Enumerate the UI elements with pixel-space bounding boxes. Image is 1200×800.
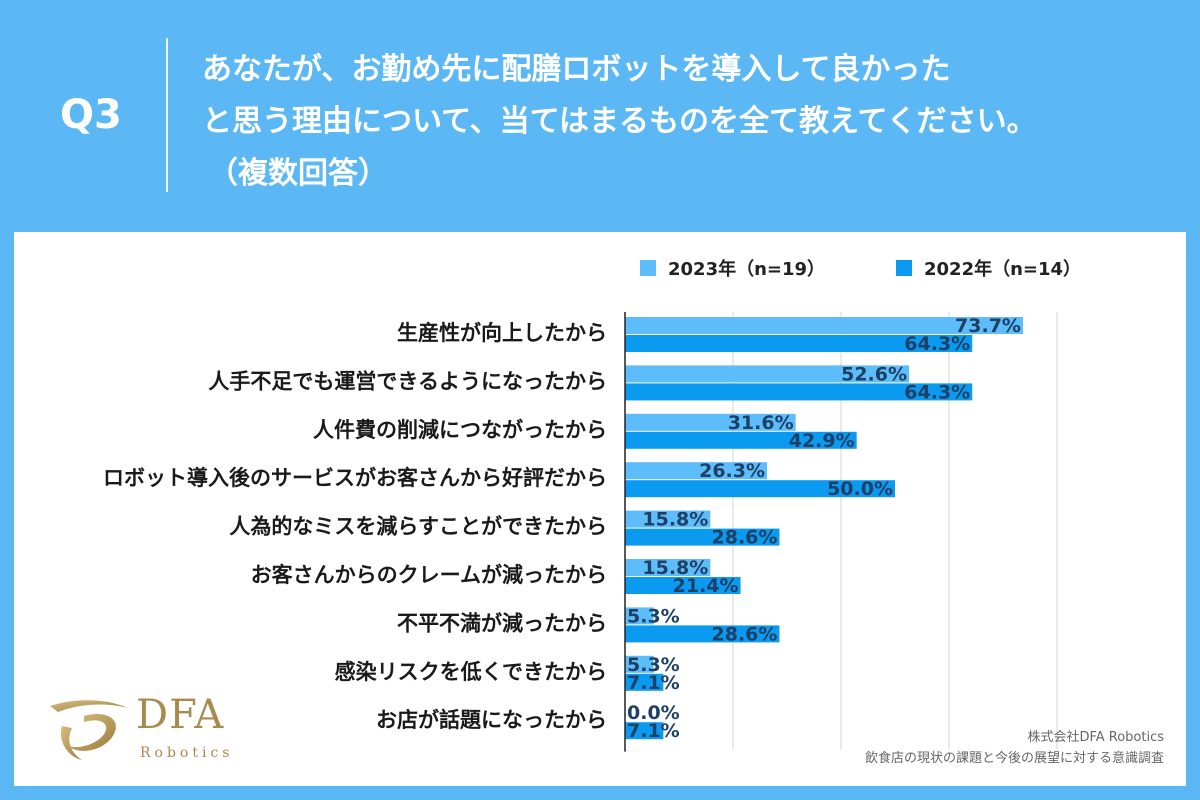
question-line-2: と思う理由について、当てはまるものを全て教えてください。 — [202, 104, 1037, 139]
value-label-2022: 50.0% — [827, 478, 893, 500]
category-label: ロボット導入後のサービスがお客さんから好評だから — [103, 466, 607, 490]
value-label-2023: 26.3% — [699, 460, 765, 482]
bar-2023 — [625, 510, 711, 528]
bar-2023 — [625, 413, 796, 431]
bar-2022 — [625, 480, 895, 498]
value-label-2022: 64.3% — [904, 333, 970, 355]
value-label-2023: 5.3% — [627, 605, 680, 627]
bar-2022 — [625, 722, 664, 740]
bar-2022 — [625, 673, 664, 691]
value-label-2023: 73.7% — [955, 315, 1021, 337]
bar-2022 — [625, 335, 973, 352]
header-divider — [166, 38, 168, 192]
footer-company: 株式会社DFA Robotics — [1027, 730, 1164, 745]
value-label-2022: 64.3% — [904, 381, 970, 403]
bar-2023 — [625, 559, 711, 576]
dfa-logo: DFA Robotics — [44, 690, 264, 770]
bar-2023 — [625, 365, 910, 383]
category-label: お客さんからのクレームが減ったから — [251, 563, 607, 587]
bar-2023 — [625, 655, 654, 673]
legend-label-2022: 2022年（n=14） — [924, 259, 1082, 280]
legend-item-2023: 2023年（n=19） — [640, 257, 826, 280]
category-label: 不平不満が減ったから — [397, 611, 607, 635]
dfa-emblem-icon — [50, 700, 128, 760]
value-label-2022: 28.6% — [712, 623, 778, 645]
logo-subtext: Robotics — [140, 745, 234, 761]
category-label: 人件費の削減につながったから — [313, 418, 607, 442]
value-label-2023: 0.0% — [627, 702, 680, 724]
bar-2022 — [625, 528, 780, 546]
value-label-2022: 7.1% — [627, 720, 680, 742]
value-label-2023: 5.3% — [627, 654, 680, 676]
legend-item-2022: 2022年（n=14） — [896, 257, 1082, 280]
bar-chart: 生産性が向上したから 73.7%64.3%人手不足でも運営できるようになったから 5… — [103, 312, 1058, 752]
bar-2023 — [625, 317, 1023, 334]
logo-text: DFA — [136, 692, 225, 738]
bar-2023 — [625, 462, 768, 480]
bar-2023 — [625, 607, 654, 625]
header: Q3 あなたが、お勤め先に配膳ロボットを導入して良かった と思う理由について、当… — [0, 0, 1200, 230]
legend-label-2023: 2023年（n=19） — [668, 259, 826, 280]
category-label: 感染リスクを低くできたから — [335, 660, 607, 684]
value-label-2023: 15.8% — [642, 557, 708, 579]
value-label-2022: 7.1% — [627, 672, 680, 694]
bar-2022 — [625, 625, 780, 643]
footer-survey: 飲食店の現状の課題と今後の展望に対する意識調査 — [864, 751, 1164, 766]
value-label-2023: 52.6% — [841, 363, 907, 385]
question-line-3: （複数回答） — [208, 156, 388, 191]
bar-2022 — [625, 577, 741, 594]
legend-swatch-2023 — [640, 260, 656, 276]
category-label: お店が話題になったから — [376, 708, 607, 732]
question-number: Q3 — [60, 92, 122, 138]
chart-panel: 2023年（n=19） 2022年（n=14） 生産性が向上したから 73.7% 6… — [14, 232, 1186, 786]
category-label: 生産性が向上したから — [397, 321, 607, 345]
value-label-2022: 21.4% — [673, 575, 739, 597]
value-label-2022: 42.9% — [789, 430, 855, 452]
bar-2022 — [625, 431, 857, 449]
value-label-2023: 31.6% — [728, 412, 794, 434]
category-label: 人手不足でも運営できるようになったから — [208, 369, 607, 393]
bar-2022 — [625, 383, 973, 401]
category-label: 人為的なミスを減らすことができたから — [229, 515, 607, 539]
legend-swatch-2022 — [896, 260, 912, 276]
value-label-2022: 28.6% — [712, 527, 778, 549]
question-line-1: あなたが、お勤め先に配膳ロボットを導入して良かった — [202, 52, 951, 87]
value-label-2023: 15.8% — [642, 509, 708, 531]
